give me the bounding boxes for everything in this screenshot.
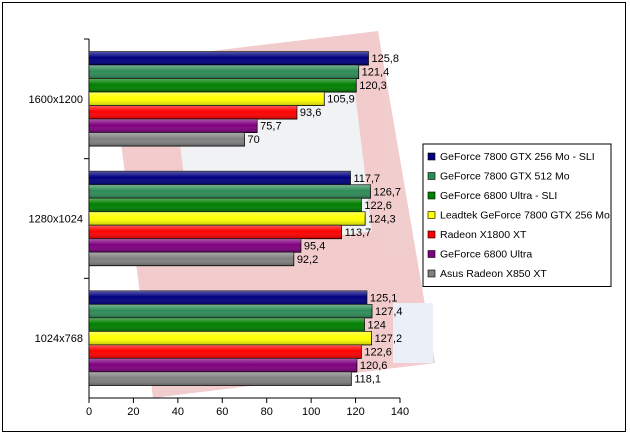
category-label: 1280x1024 xyxy=(29,214,83,226)
bar-chart: 1600x1200 1280x1024 1024x768 125,8 117,7 125,… xyxy=(29,31,612,418)
bar-shading xyxy=(89,105,297,120)
data-label: 127,4 xyxy=(375,306,403,318)
bar-shading xyxy=(89,119,258,133)
legend-entry: GeForce 6800 Ultra xyxy=(440,249,532,261)
legend-entry: Leadtek GeForce 7800 GTX 256 Mo xyxy=(440,210,610,222)
x-tick-label: 60 xyxy=(216,406,228,418)
data-label: 122,6 xyxy=(364,200,392,212)
x-tick-label: 40 xyxy=(172,406,184,418)
legend-swatch xyxy=(427,230,436,239)
chart-frame: 1600x1200 1280x1024 1024x768 125,8 117,7 125,… xyxy=(2,2,626,432)
bar-shading xyxy=(89,290,367,305)
bar-shading xyxy=(89,184,371,199)
x-tick-label: 140 xyxy=(391,406,409,418)
data-label: 120,3 xyxy=(359,80,387,92)
data-label: 117,7 xyxy=(353,173,380,185)
legend-swatch xyxy=(427,191,436,200)
data-label: 127,2 xyxy=(375,333,403,345)
bar-shading xyxy=(89,225,342,239)
bar-shading xyxy=(89,198,362,212)
legend-entry: GeForce 7800 GTX 256 Mo - SLI xyxy=(440,151,595,163)
bar-shading xyxy=(89,344,362,359)
data-label: 93,6 xyxy=(300,107,321,119)
x-tick-label: 0 xyxy=(86,406,92,418)
bar-shading xyxy=(89,51,369,66)
legend-swatch xyxy=(427,172,436,180)
legend-box xyxy=(422,143,612,287)
legend-entry: Asus Radeon X850 XT xyxy=(440,268,547,280)
bar-shading xyxy=(89,65,359,79)
category-label: 1024x768 xyxy=(35,333,83,345)
data-label: 124,3 xyxy=(368,213,396,225)
data-label: 75,7 xyxy=(260,121,281,133)
legend-swatch xyxy=(427,269,436,278)
data-label: 92,2 xyxy=(297,254,318,266)
data-label: 122,6 xyxy=(364,346,392,358)
data-label: 95,4 xyxy=(304,240,325,252)
category-label: 1600x1200 xyxy=(29,94,83,106)
x-tick-label: 80 xyxy=(261,406,273,418)
bar-shading xyxy=(89,92,325,106)
bar-shading xyxy=(89,317,365,332)
bar-shading xyxy=(89,252,294,266)
bar-shading xyxy=(89,132,245,147)
data-label: 121,4 xyxy=(362,67,390,79)
data-label: 125,1 xyxy=(370,292,398,304)
data-label: 124 xyxy=(367,319,385,331)
data-label: 125,8 xyxy=(371,53,399,65)
plot-area: 1600x1200 1280x1024 1024x768 125,8 117,7 125,… xyxy=(29,31,435,418)
bar-shading xyxy=(89,78,357,93)
bar-shading xyxy=(89,371,352,386)
x-tick-label: 120 xyxy=(346,406,364,418)
legend-swatch xyxy=(427,250,436,258)
bar-shading xyxy=(89,171,351,185)
bar-shading xyxy=(89,358,357,372)
connector-shape xyxy=(393,303,433,363)
data-label: 105,9 xyxy=(327,94,355,106)
bar-shading xyxy=(89,304,373,318)
bar-shading xyxy=(89,331,372,345)
legend: GeForce 7800 GTX 256 Mo - SLI GeForce 780… xyxy=(422,143,612,287)
data-label: 113,7 xyxy=(345,227,372,239)
data-label: 118,1 xyxy=(354,373,381,385)
legend-swatch xyxy=(427,211,436,219)
x-tick-label: 20 xyxy=(127,406,139,418)
legend-entry: GeForce 6800 Ultra - SLI xyxy=(440,190,557,202)
data-label: 120,6 xyxy=(360,360,388,372)
bar-shading xyxy=(89,211,366,226)
bar-shading xyxy=(89,238,301,253)
legend-entry: GeForce 7800 GTX 512 Mo xyxy=(440,171,570,183)
legend-entry: Radeon X1800 XT xyxy=(440,229,527,241)
data-label: 126,7 xyxy=(373,186,401,198)
x-tick-label: 100 xyxy=(302,406,320,418)
data-label: 70 xyxy=(248,134,260,146)
legend-swatch xyxy=(427,152,436,161)
